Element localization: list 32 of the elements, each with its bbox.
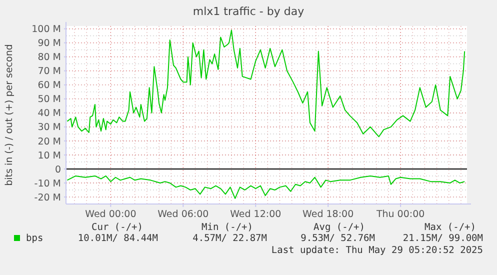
text: 10.01M/ 84.44M: [78, 233, 158, 244]
y-tick-label: 50 M: [38, 94, 61, 106]
text: 9.53M/ 52.76M: [300, 233, 376, 244]
line-series: [66, 30, 466, 138]
y-tick-label: 30 M: [38, 122, 61, 134]
line-series: [66, 175, 466, 199]
y-tick-label: 90 M: [38, 38, 61, 50]
y-tick-label: 100 M: [32, 24, 61, 36]
text: 21.15M/ 99.00M: [402, 233, 484, 244]
y-tick-label: 70 M: [38, 66, 61, 78]
x-tick-label: Wed 18:00: [302, 209, 354, 220]
y-tick-label: 20 M: [38, 136, 61, 148]
y-axis-title: bits in (-) / out (+) per second: [4, 44, 15, 186]
legend-label: bps: [26, 233, 44, 244]
text: 4.57M/ 22.87M: [192, 233, 268, 244]
y-tick-label: -20 M: [34, 192, 61, 204]
y-tick-label: 0: [54, 164, 61, 176]
text: Avg (-/+): [314, 222, 365, 233]
y-tick-label: -10 M: [34, 178, 61, 190]
chart-title: mlx1 traffic - by day: [192, 5, 305, 18]
x-tick-label: Wed 06:00: [158, 209, 209, 220]
y-tick-label: 40 M: [38, 108, 61, 120]
text: Max (-/+): [424, 222, 476, 233]
x-tick-label: Wed 12:00: [230, 209, 282, 220]
y-tick-label: 80 M: [38, 52, 61, 64]
text: Cur (-/+): [92, 222, 143, 233]
y-tick-label: 60 M: [38, 80, 61, 92]
text: Min (-/+): [202, 222, 253, 233]
y-tick-label: 10 M: [38, 150, 61, 162]
x-tick-label: Wed 00:00: [85, 209, 136, 220]
x-tick-label: Thu 00:00: [375, 209, 425, 220]
text: Last update: Thu May 29 05:20:52 2025: [271, 245, 483, 256]
